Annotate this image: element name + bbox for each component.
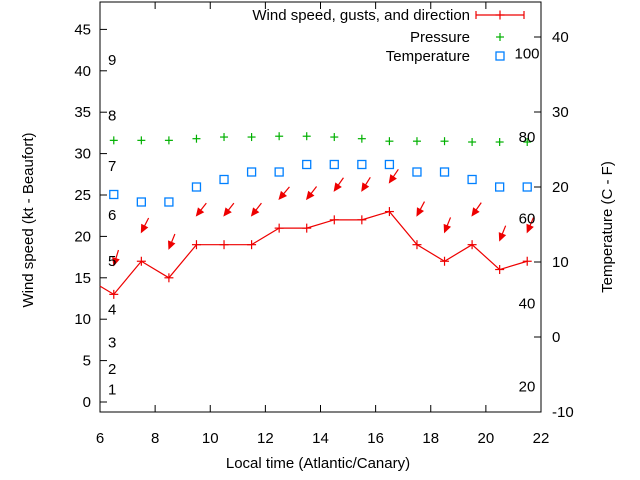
gust-arrow-head: [250, 207, 260, 217]
right-tick-label: 20: [552, 179, 569, 196]
beaufort-label: 8: [108, 108, 116, 125]
right-tick-label: 30: [552, 104, 569, 121]
gust-arrow-head: [195, 207, 205, 217]
fahrenheit-label: 20: [519, 379, 536, 396]
temperature-point: [219, 174, 229, 185]
plot-border: [99, 1, 542, 413]
left-tick-label: 45: [74, 21, 91, 38]
temperature-point: [495, 182, 505, 192]
left-tick-label: 25: [74, 187, 91, 204]
axes: 6 8 10 12 14 16 18 20 22051015202530354045-10010…: [74, 1, 574, 447]
left-tick-label: 40: [74, 63, 91, 80]
x-tick-label: 22: [533, 430, 550, 447]
left-tick-label: 0: [83, 394, 91, 411]
temperature-point: [329, 159, 339, 170]
fahrenheit-label: 40: [519, 295, 536, 312]
beaufort-label: 6: [108, 207, 116, 224]
left-tick-label: 30: [74, 146, 91, 163]
left-tick-label: 35: [74, 104, 91, 121]
right-axis-title: Temperature (C - F): [599, 161, 616, 293]
left-tick-label: 15: [74, 270, 91, 287]
temperature-point: [191, 182, 202, 192]
temperature-point: [384, 159, 395, 170]
gust-arrow-head: [278, 190, 288, 201]
fahrenheit-label: 80: [519, 129, 536, 146]
right-tick-label: 10: [552, 254, 569, 271]
gust-arrow-head: [223, 207, 232, 217]
temperature-point: [412, 167, 422, 177]
left-tick-label: 10: [74, 311, 91, 328]
gust-arrow-head: [388, 174, 397, 184]
x-tick-label: 18: [422, 430, 439, 447]
fahrenheit-label: 100: [514, 46, 539, 63]
fahrenheit-label: 60: [519, 211, 536, 228]
x-tick-label: 8: [151, 430, 159, 447]
x-tick-label: 6: [96, 430, 104, 447]
temperature-point: [357, 159, 367, 170]
beaufort-label: 5: [108, 253, 116, 270]
x-tick-label: 10: [202, 430, 219, 447]
beaufort-label: 4: [108, 301, 116, 318]
gust-arrow-head: [140, 223, 149, 234]
gust-arrow-head: [498, 232, 507, 242]
gust-arrow-head: [443, 223, 452, 234]
temperature-point: [302, 159, 312, 170]
x-tick-label: 20: [478, 430, 495, 447]
temperature-point: [467, 174, 477, 185]
beaufort-label: 9: [108, 52, 116, 69]
legend-label-pressure: Pressure: [410, 29, 470, 46]
legend-label-temperature: Temperature: [386, 48, 470, 65]
right-tick-label: -10: [552, 404, 574, 421]
beaufort-label: 7: [108, 158, 116, 175]
temperature-point: [439, 167, 450, 177]
temperature-point: [274, 167, 284, 177]
beaufort-label: 2: [108, 361, 116, 378]
left-axis-title: Wind speed (kt - Beaufort): [20, 132, 37, 307]
x-tick-label: 14: [312, 430, 329, 447]
gust-arrow-head: [416, 207, 425, 217]
gust-arrow-head: [361, 182, 370, 192]
right-tick-label: 40: [552, 29, 569, 46]
gust-arrow-head: [333, 182, 342, 192]
left-tick-label: 20: [74, 228, 91, 245]
temperature-point: [164, 197, 174, 207]
gust-arrow-head: [168, 240, 176, 250]
beaufort-label: 3: [108, 334, 116, 351]
temperature-point: [109, 189, 119, 200]
legend-label-wind: Wind speed, gusts, and direction: [252, 7, 470, 24]
inner-scale-labels: 1 2 3 4 5 6 7 8 9 100 80 60 40 20: [108, 46, 540, 399]
series: [99, 132, 535, 299]
beaufort-label: 1: [108, 382, 116, 399]
gust-arrow-head: [112, 257, 120, 267]
legend-sample-marker: [495, 51, 505, 61]
gust-arrow-head: [305, 190, 315, 201]
x-tick-label: 12: [257, 430, 274, 447]
right-tick-label: 0: [552, 329, 560, 346]
gust-arrow-head: [471, 207, 480, 217]
wind-speed-line: [99, 210, 528, 296]
temperature-point: [522, 182, 532, 192]
x-axis-title: Local time (Atlantic/Canary): [226, 455, 410, 472]
legend: [475, 10, 525, 61]
gust-arrow-head: [526, 223, 534, 234]
temperature-point: [136, 197, 146, 207]
x-tick-label: 16: [367, 430, 384, 447]
temperature-point: [246, 167, 257, 177]
left-tick-label: 5: [83, 353, 91, 370]
